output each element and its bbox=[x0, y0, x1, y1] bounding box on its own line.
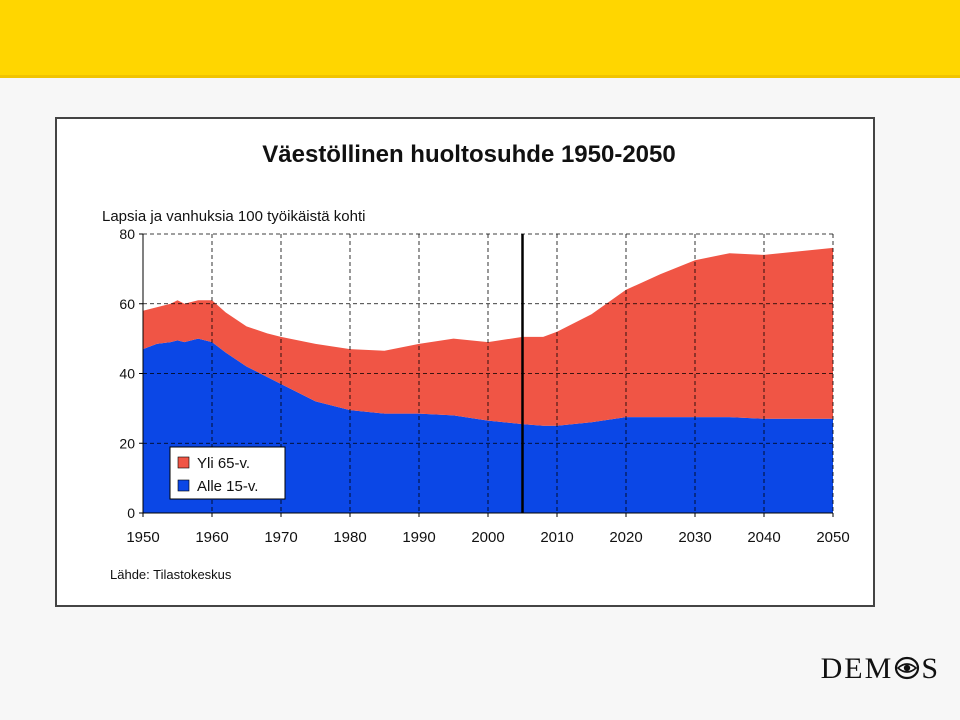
source-note: Lähde: Tilastokeskus bbox=[110, 567, 232, 582]
x-tick-label: 1970 bbox=[264, 529, 297, 546]
x-tick-label: 2010 bbox=[540, 529, 573, 546]
x-tick-label: 1960 bbox=[195, 529, 228, 546]
x-tick-label: 2040 bbox=[747, 529, 780, 546]
x-tick-label: 2050 bbox=[816, 529, 849, 546]
x-tick-label: 1980 bbox=[333, 529, 366, 546]
x-tick-label: 1990 bbox=[402, 529, 435, 546]
demos-logo: DEM S bbox=[821, 652, 940, 688]
legend-swatch bbox=[177, 456, 190, 469]
x-tick-label: 1950 bbox=[126, 529, 159, 546]
series-area-yli-65 bbox=[143, 247, 833, 426]
y-tick-label: 40 bbox=[119, 366, 135, 382]
x-tick-label: 2000 bbox=[471, 529, 504, 546]
logo-text-right: S bbox=[921, 652, 940, 685]
chart-svg: Väestöllinen huoltosuhde 1950-2050 Lapsia… bbox=[102, 141, 850, 582]
y-tick-label: 60 bbox=[119, 296, 135, 312]
legend-label: Alle 15-v. bbox=[197, 478, 258, 495]
x-tick-label: 2030 bbox=[678, 529, 711, 546]
eye-icon bbox=[894, 654, 920, 688]
top-banner bbox=[0, 0, 960, 78]
chart-title: Väestöllinen huoltosuhde 1950-2050 bbox=[262, 141, 675, 168]
x-tick-label: 2020 bbox=[609, 529, 642, 546]
logo-text-left: DEM bbox=[820, 652, 894, 685]
y-tick-label: 80 bbox=[119, 226, 135, 242]
legend-label: Yli 65-v. bbox=[197, 455, 250, 472]
legend-swatch bbox=[177, 479, 190, 492]
y-tick-label: 20 bbox=[119, 435, 135, 451]
chart-frame: Väestöllinen huoltosuhde 1950-2050 Lapsia… bbox=[55, 117, 875, 607]
y-axis-label: Lapsia ja vanhuksia 100 työikäistä kohti bbox=[102, 208, 366, 225]
y-tick-label: 0 bbox=[127, 505, 135, 521]
